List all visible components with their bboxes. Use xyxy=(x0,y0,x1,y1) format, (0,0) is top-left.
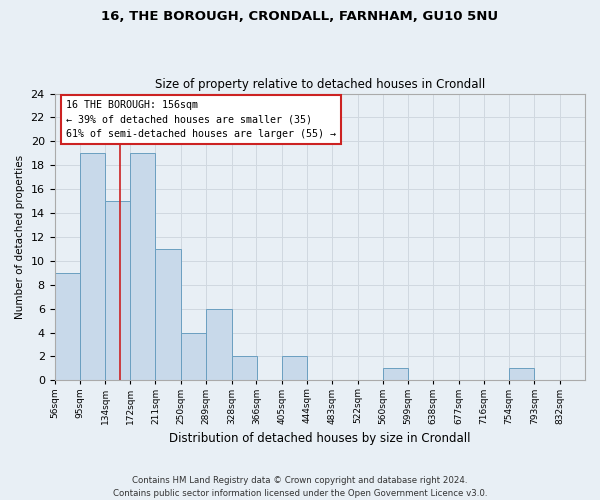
Bar xyxy=(206,308,232,380)
Text: 16, THE BOROUGH, CRONDALL, FARNHAM, GU10 5NU: 16, THE BOROUGH, CRONDALL, FARNHAM, GU10… xyxy=(101,10,499,23)
Bar xyxy=(509,368,534,380)
Bar xyxy=(383,368,408,380)
Text: 16 THE BOROUGH: 156sqm
← 39% of detached houses are smaller (35)
61% of semi-det: 16 THE BOROUGH: 156sqm ← 39% of detached… xyxy=(66,100,336,139)
Bar xyxy=(232,356,257,380)
Bar xyxy=(55,273,80,380)
Bar xyxy=(80,154,105,380)
Title: Size of property relative to detached houses in Crondall: Size of property relative to detached ho… xyxy=(155,78,485,91)
X-axis label: Distribution of detached houses by size in Crondall: Distribution of detached houses by size … xyxy=(169,432,470,445)
Bar xyxy=(281,356,307,380)
Text: Contains HM Land Registry data © Crown copyright and database right 2024.
Contai: Contains HM Land Registry data © Crown c… xyxy=(113,476,487,498)
Bar xyxy=(105,201,131,380)
Bar xyxy=(181,332,206,380)
Bar xyxy=(130,154,155,380)
Bar xyxy=(155,249,181,380)
Y-axis label: Number of detached properties: Number of detached properties xyxy=(15,155,25,319)
